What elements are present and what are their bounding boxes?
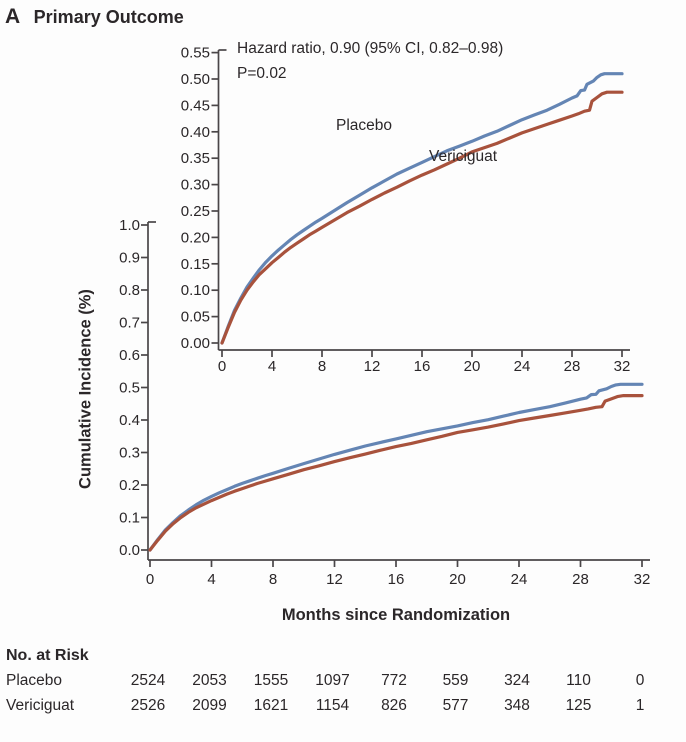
x-tick-label: 16 <box>414 358 431 375</box>
y-tick-label: 0.00 <box>181 335 210 352</box>
risk-row-label: Placebo <box>6 672 63 689</box>
risk-value: 348 <box>504 697 530 714</box>
y-tick-label: 0.35 <box>181 150 210 167</box>
y-tick-label: 0.10 <box>181 282 210 299</box>
x-tick-label: 20 <box>464 358 481 375</box>
risk-value: 2524 <box>130 672 166 689</box>
risk-value: 1621 <box>253 697 289 714</box>
x-tick-label: 24 <box>514 358 531 375</box>
y-tick-label: 0.55 <box>181 45 210 62</box>
curve-vericiguat <box>148 394 644 552</box>
risk-value: 2526 <box>130 697 166 714</box>
risk-value: 772 <box>381 672 407 689</box>
page-title: Primary Outcome <box>33 7 184 27</box>
risk-value: 324 <box>504 672 530 689</box>
risk-value: 1154 <box>315 697 350 714</box>
y-tick-label: 0.45 <box>181 97 210 114</box>
x-tick-label: 0 <box>146 571 154 588</box>
x-tick-label: 28 <box>564 358 581 375</box>
y-tick-label: 0.7 <box>119 315 140 332</box>
risk-value: 826 <box>381 697 407 714</box>
x-tick-label: 4 <box>268 358 276 375</box>
risk-value: 1097 <box>315 672 350 689</box>
x-tick-label: 20 <box>449 571 466 588</box>
curve-placebo <box>220 72 624 345</box>
hazard-ratio-annotation: Hazard ratio, 0.90 (95% CI, 0.82–0.98) P… <box>237 36 503 86</box>
p-value-text: P=0.02 <box>237 65 287 82</box>
x-tick-label: 0 <box>218 358 226 375</box>
risk-value: 1 <box>635 697 645 714</box>
risk-value: 2053 <box>192 672 227 689</box>
y-axis-label: Cumulative Incidence (%) <box>76 289 95 489</box>
figure-title: A Primary Outcome <box>5 5 184 29</box>
y-tick-label: 0.40 <box>181 124 210 141</box>
y-tick-label: 0.05 <box>181 309 210 326</box>
curve-placebo <box>148 382 644 552</box>
risk-value: 559 <box>442 672 469 689</box>
y-tick-label: 0.3 <box>119 445 140 462</box>
y-tick-label: 0.0 <box>119 542 140 559</box>
risk-value: 577 <box>442 697 469 714</box>
x-tick-label: 8 <box>269 571 277 588</box>
y-tick-label: 0.8 <box>119 282 140 299</box>
x-tick-label: 28 <box>572 571 589 588</box>
x-tick-label: 16 <box>388 571 405 588</box>
curve-vericiguat <box>220 90 624 345</box>
risk-value: 125 <box>565 697 592 714</box>
x-tick-label: 24 <box>511 571 528 588</box>
y-tick-label: 0.50 <box>181 71 210 88</box>
y-tick-label: 0.30 <box>181 177 210 194</box>
series-label-placebo: Placebo <box>336 117 393 134</box>
x-tick-label: 12 <box>364 358 381 375</box>
panel-label: A <box>5 5 21 28</box>
x-tick-label: 4 <box>207 571 215 588</box>
x-tick-label: 12 <box>326 571 343 588</box>
x-tick-label: 32 <box>614 358 631 375</box>
risk-value: 1555 <box>253 672 289 689</box>
y-tick-label: 0.4 <box>119 412 140 429</box>
y-tick-label: 0.2 <box>119 477 140 494</box>
risk-value: 2099 <box>192 697 227 714</box>
x-axis-label: Months since Randomization <box>281 606 511 624</box>
hazard-ratio-text: Hazard ratio, 0.90 (95% CI, 0.82–0.98) <box>237 40 504 57</box>
x-tick-label: 8 <box>318 358 326 375</box>
y-tick-label: 1.0 <box>119 217 140 234</box>
y-tick-label: 0.6 <box>119 347 140 364</box>
y-tick-label: 0.1 <box>119 510 140 527</box>
y-tick-label: 0.15 <box>181 256 210 273</box>
x-tick-label: 32 <box>634 571 651 588</box>
risk-value: 0 <box>635 672 645 689</box>
risk-table-header: No. at Risk <box>6 647 89 664</box>
y-tick-label: 0.9 <box>119 250 140 267</box>
y-tick-label: 0.25 <box>181 203 210 220</box>
series-label-vericiguat: Vericiguat <box>429 148 498 165</box>
risk-value: 110 <box>566 672 591 689</box>
y-tick-label: 0.20 <box>181 229 210 246</box>
risk-row-label: Vericiguat <box>6 697 75 714</box>
y-tick-label: 0.5 <box>119 380 140 397</box>
